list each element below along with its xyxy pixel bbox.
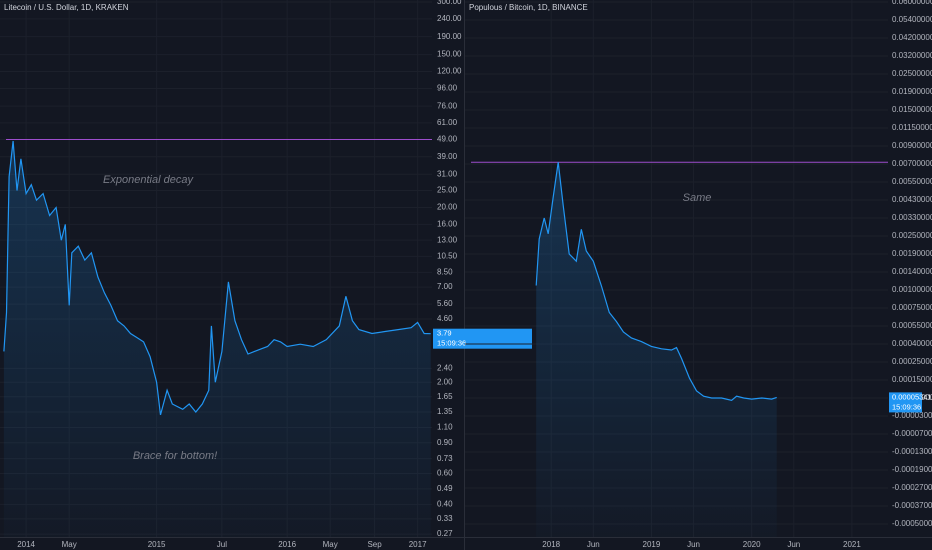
y-tick-label: 4.60 [437,314,453,323]
y-tick-label: 0.01150000 [892,123,932,132]
y-tick-label: 16.00 [437,220,458,229]
y-tick-label: 7.00 [437,282,453,291]
x-tick-label: Jun [787,540,800,549]
price-line [535,162,777,401]
y-tick-label: 25.00 [437,186,458,195]
x-tick-label: Jul [217,540,227,549]
y-tick-label: 0.49 [437,484,453,493]
y-tick-label: 0.73 [437,454,453,463]
y-tick-label: 1.35 [437,407,453,416]
x-tick-label: 2017 [409,540,427,549]
x-tick-label: May [323,540,338,549]
y-tick-label: -0.00027000 [892,483,932,492]
y-tick-label: 2.40 [437,363,453,372]
y-tick-label: 49.00 [437,135,458,144]
x-tick-label: 2018 [542,540,560,549]
y-tick-label: 240.00 [437,14,462,23]
y-tick-label: 300.00 [437,0,462,6]
last-price: 3.79 [437,329,452,338]
y-tick-label: 190.00 [437,32,462,41]
y-tick-label: -0.00003000 [892,411,932,420]
y-tick-label: -0.00037000 [892,501,932,510]
annotation: Same [683,192,712,204]
y-tick-label: -0.00019000 [892,465,932,474]
y-tick-label: 0.00100000 [892,285,932,294]
annotation: Exponential decay [103,174,194,186]
last-price: 0.00005341 [892,392,932,401]
area [3,141,431,537]
x-tick-label: 2020 [743,540,761,549]
y-tick-label: 150.00 [437,50,462,59]
y-tick-label: 0.00040000 [892,339,932,348]
y-tick-label: 0.60 [437,469,453,478]
y-tick-label: 13.00 [437,235,458,244]
y-tick-label: 1.10 [437,423,453,432]
y-tick-label: 0.90 [437,438,453,447]
y-tick-label: 1.65 [437,392,453,401]
x-tick-label: 2016 [278,540,296,549]
y-tick-label: 96.00 [437,84,458,93]
y-tick-label: 76.00 [437,101,458,110]
countdown: 15:09:36 [437,339,466,348]
y-tick-label: 31.00 [437,169,458,178]
y-tick-label: 61.00 [437,118,458,127]
y-tick-label: 10.50 [437,251,458,260]
chart-title: Populous / Bitcoin, 1D, BINANCE [469,3,588,12]
y-tick-label: 20.00 [437,203,458,212]
x-tick-label: Jun [587,540,600,549]
y-tick-label: 0.06000000 [892,0,932,6]
y-tick-label: 0.00430000 [892,195,932,204]
y-tick-label: 120.00 [437,67,462,76]
y-tick-label: 0.27 [437,529,453,538]
x-tick-label: Jun [687,540,700,549]
y-tick-label: 0.00330000 [892,213,932,222]
y-tick-label: 0.05400000 [892,15,932,24]
countdown: 15:09:36 [892,402,921,411]
area [536,162,777,537]
x-tick-label: 2021 [843,540,861,549]
y-tick-label: 2.00 [437,377,453,386]
y-tick-label: 0.33 [437,514,453,523]
annotation: Brace for bottom! [133,450,217,462]
y-tick-label: 0.00055000 [892,321,932,330]
y-tick-label: 39.00 [437,152,458,161]
last-price-tag [889,392,922,413]
y-tick-label: 0.01500000 [892,105,932,114]
x-tick-label: Sep [367,540,382,549]
y-tick-label: 0.00550000 [892,177,932,186]
y-tick-label: 5.60 [437,299,453,308]
y-tick-label: 0.00900000 [892,141,932,150]
x-tick-label: 2019 [643,540,661,549]
y-tick-label: 0.01900000 [892,87,932,96]
x-tick-label: 2015 [148,540,166,549]
y-tick-label: 0.00025000 [892,357,932,366]
y-tick-label: 0.03200000 [892,51,932,60]
y-tick-label: 0.00190000 [892,249,932,258]
y-tick-label: 0.00015000 [892,375,932,384]
y-tick-label: -0.00050000 [892,519,932,528]
y-tick-label: 0.00140000 [892,267,932,276]
price-line [3,140,431,416]
y-tick-label: 0.40 [437,499,453,508]
x-tick-label: May [62,540,77,549]
y-tick-label: -0.00013000 [892,447,932,456]
y-tick-label: 0.00700000 [892,159,932,168]
y-tick-label: 8.50 [437,268,453,277]
y-tick-label: 0.00075000 [892,303,932,312]
y-tick-label: 0.04200000 [892,33,932,42]
x-tick-label: 2014 [17,540,35,549]
y-tick-label: 0.02500000 [892,69,932,78]
y-tick-label: 0.00250000 [892,231,932,240]
chart-title: Litecoin / U.S. Dollar, 1D, KRAKEN [4,3,129,12]
y-tick-label: -0.00007000 [892,429,932,438]
